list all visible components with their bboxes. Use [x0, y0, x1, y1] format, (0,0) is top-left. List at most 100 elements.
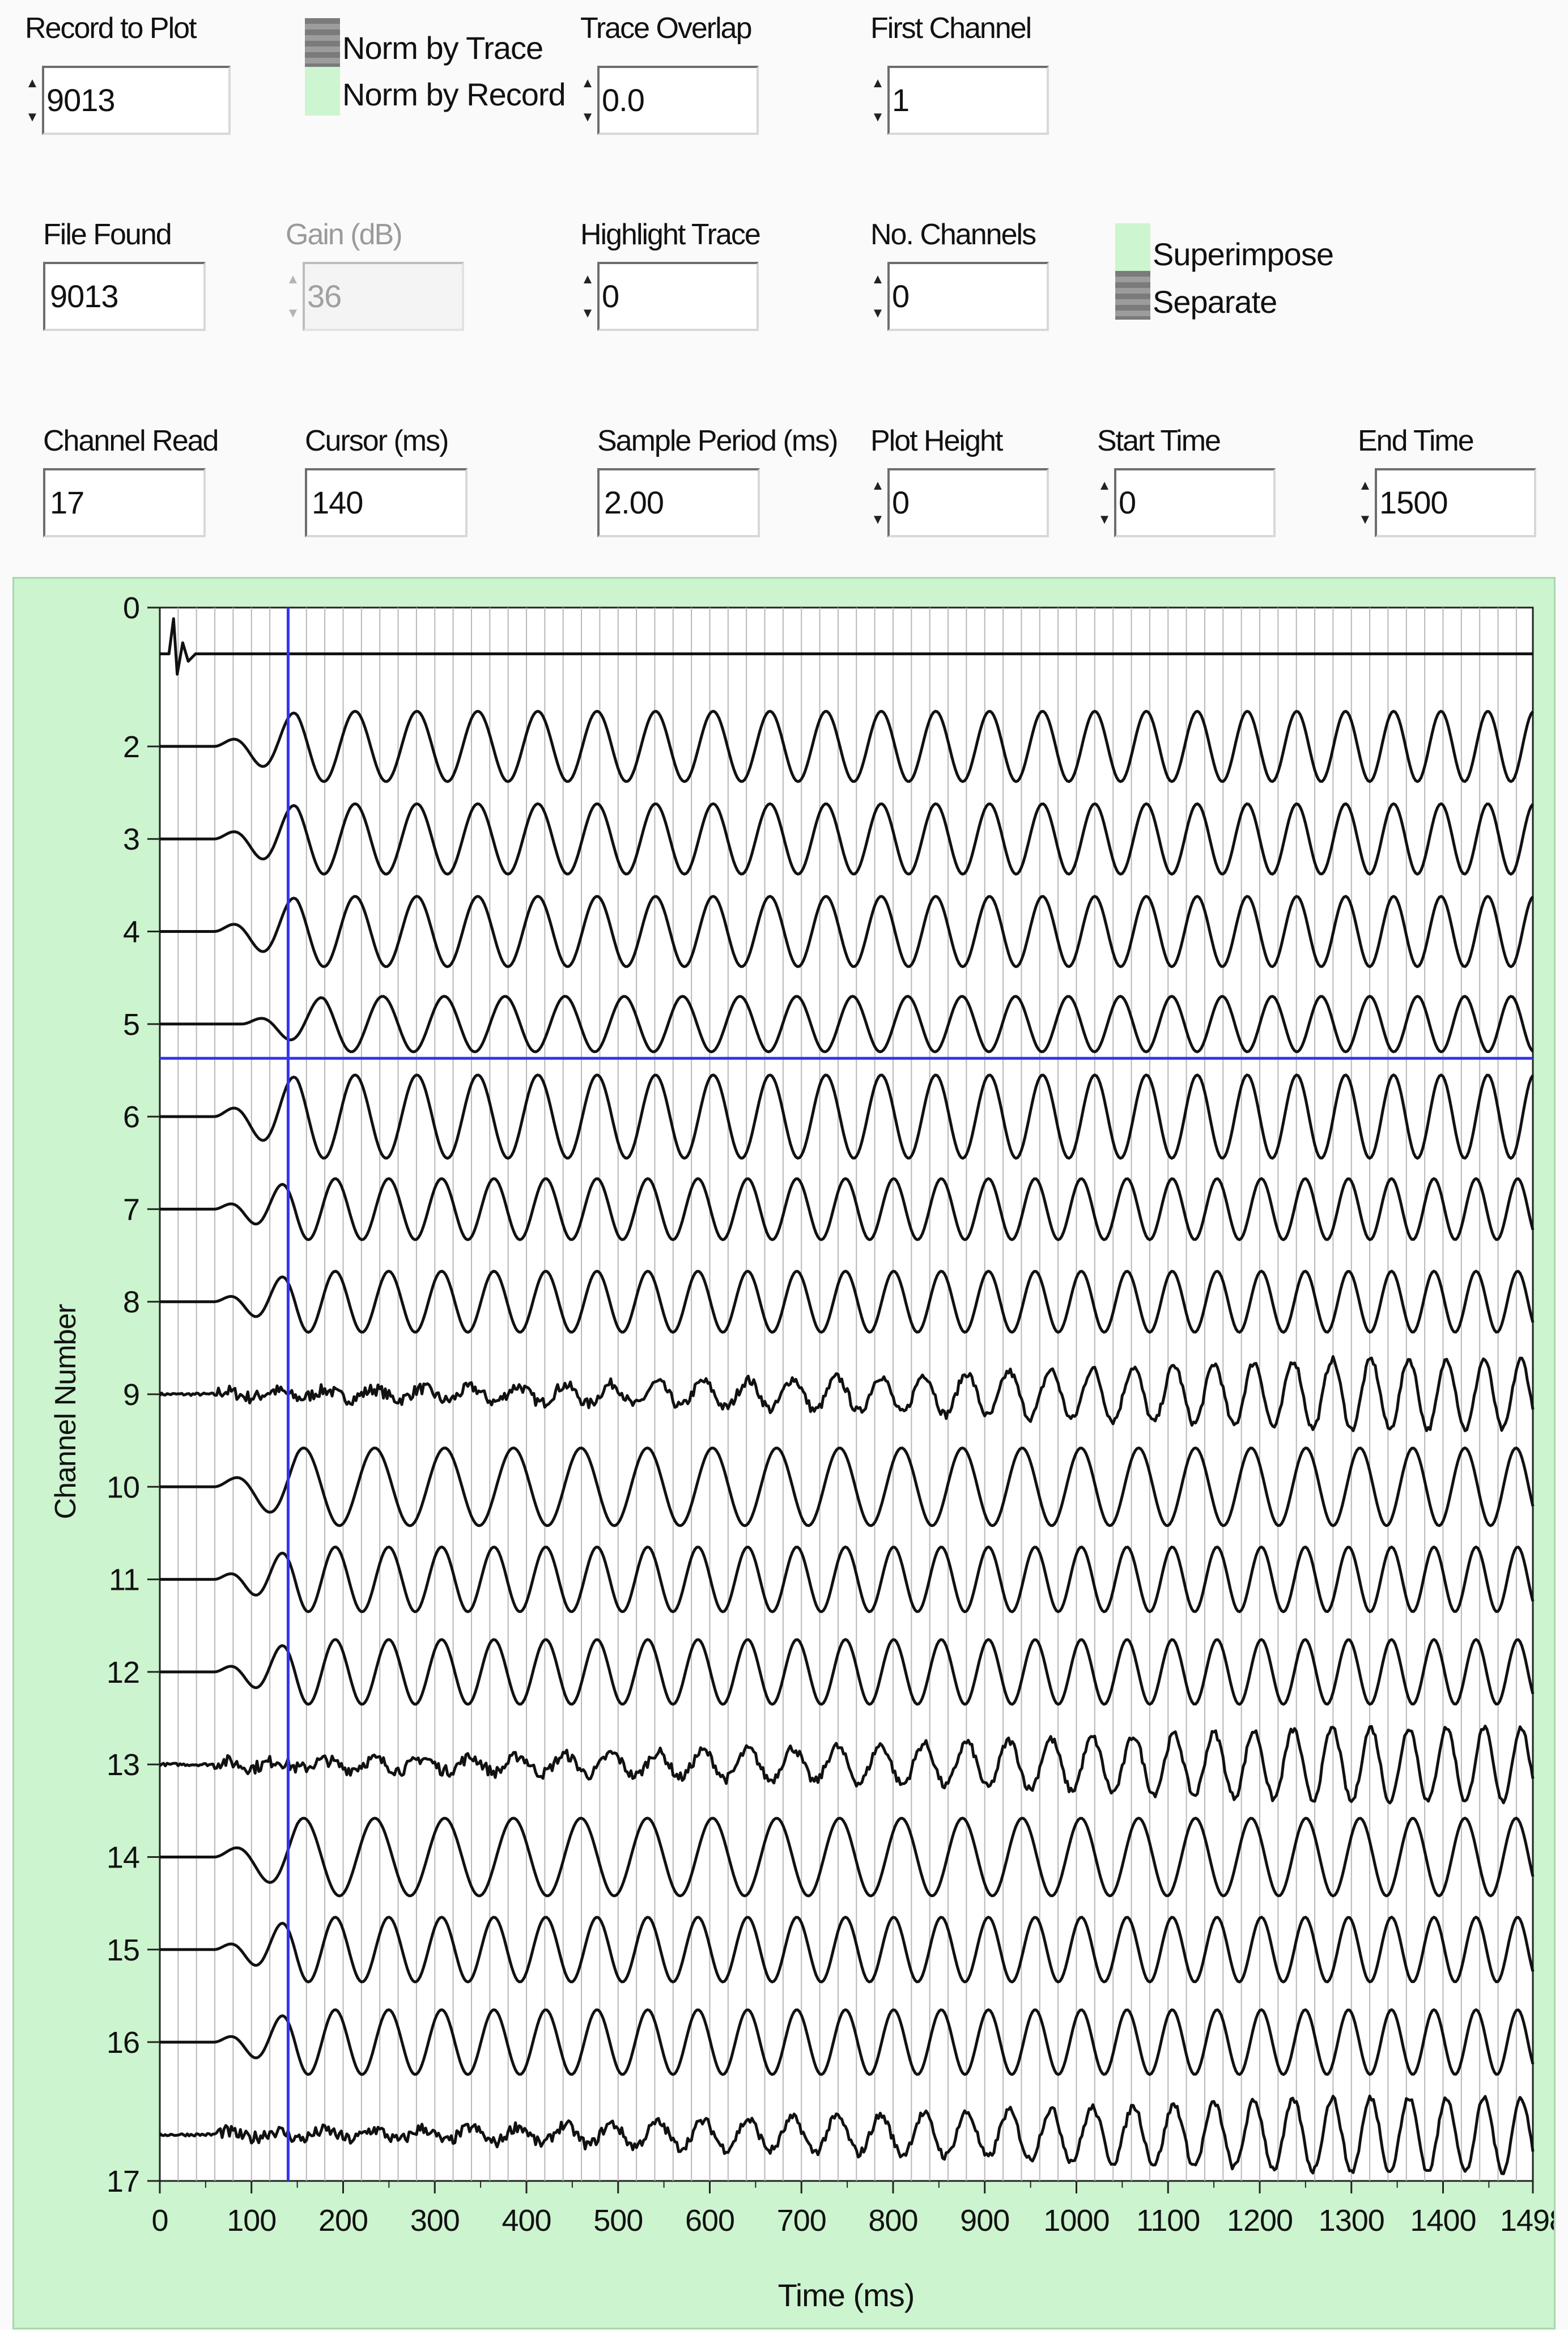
superimpose-option[interactable]: Superimpose — [1153, 236, 1334, 272]
y-tick-label: 16 — [107, 2026, 139, 2060]
increment-arrow-icon[interactable]: ▲ — [26, 75, 39, 91]
decrement-arrow-icon[interactable]: ▼ — [26, 109, 39, 125]
file-found-control: File Found 9013 — [43, 218, 224, 331]
y-tick-label: 2 — [123, 730, 139, 764]
decrement-arrow-icon[interactable]: ▼ — [871, 305, 885, 321]
plot-height-input[interactable]: 0 — [887, 468, 1049, 537]
cursor-ms-value: 140 — [305, 468, 468, 537]
y-tick-label: 9 — [123, 1378, 139, 1412]
trace-channel-16 — [160, 2008, 1535, 2076]
record-to-plot-control: Record to Plot ▲ ▼ 9013 — [25, 11, 231, 135]
y-tick-label: 11 — [109, 1563, 139, 1597]
gain-db-label: Gain (dB) — [286, 218, 403, 251]
record-to-plot-input[interactable]: 9013 — [42, 66, 231, 135]
decrement-arrow-icon[interactable]: ▼ — [871, 109, 885, 125]
increment-arrow-icon[interactable]: ▲ — [871, 75, 885, 91]
gain-db-spinner: ▲ ▼ — [286, 262, 300, 331]
y-tick-label: 17 — [107, 2165, 139, 2199]
norm-mode-toggle[interactable]: Norm by Trace Norm by Record — [305, 17, 566, 125]
trace-channel-2 — [160, 710, 1534, 783]
no-channels-input[interactable]: 0 — [887, 262, 1049, 331]
y-tick-label: 6 — [123, 1100, 139, 1134]
y-tick-label: 0 — [123, 591, 139, 625]
trace-channel-5 — [160, 995, 1534, 1054]
axes: 0 100 200 300 400 500 600 700 800 900 1000 1100 1200… — [107, 591, 1554, 2238]
first-channel-spinner[interactable]: ▲ ▼ — [870, 66, 885, 135]
no-channels-label: No. Channels — [870, 218, 1036, 251]
trace-overlap-input[interactable]: 0.0 — [597, 66, 759, 135]
first-channel-control: First Channel ▲ ▼ 1 — [870, 11, 1057, 135]
y-axis-title: Channel Number — [49, 1304, 82, 1520]
y-tick-label: 10 — [107, 1470, 139, 1504]
norm-by-record-switch-icon[interactable] — [305, 67, 340, 116]
file-found-label: File Found — [43, 218, 172, 251]
decrement-arrow-icon[interactable]: ▼ — [1358, 512, 1372, 527]
norm-by-record-option[interactable]: Norm by Record — [342, 77, 566, 112]
end-time-input[interactable]: 1500 — [1375, 468, 1536, 537]
separate-option[interactable]: Separate — [1153, 284, 1277, 320]
highlight-trace-input[interactable]: 0 — [597, 262, 759, 331]
y-tick-label: 14 — [107, 1840, 139, 1874]
start-time-label: Start Time — [1097, 425, 1221, 457]
trace-channel-6 — [160, 1073, 1535, 1160]
trace-channel-12 — [160, 1638, 1535, 1706]
trace-lines — [158, 617, 1535, 2175]
decrement-arrow-icon[interactable]: ▼ — [1098, 512, 1111, 527]
file-found-value: 9013 — [43, 262, 206, 331]
start-time-spinner[interactable]: ▲ ▼ — [1097, 468, 1112, 537]
y-tick-label: 7 — [123, 1192, 139, 1226]
superimpose-switch-icon[interactable] — [1115, 223, 1150, 272]
increment-arrow-icon[interactable]: ▲ — [871, 478, 885, 493]
display-mode-toggle[interactable]: Superimpose Separate — [1115, 221, 1353, 329]
separate-switch-icon[interactable] — [1115, 271, 1150, 320]
start-time-input[interactable]: 0 — [1114, 468, 1276, 537]
plot-height-label: Plot Height — [870, 425, 1003, 457]
x-tick-label: 1100 — [1136, 2204, 1200, 2238]
sample-period-value: 2.00 — [597, 468, 760, 537]
increment-arrow-icon[interactable]: ▲ — [1358, 478, 1372, 493]
trace-channel-14 — [160, 1817, 1535, 1898]
trace-channel-7 — [160, 1177, 1535, 1241]
trace-channel-10 — [160, 1446, 1535, 1527]
norm-by-trace-switch-icon[interactable] — [305, 18, 340, 67]
decrement-arrow-icon[interactable]: ▼ — [581, 305, 594, 321]
y-tick-label: 12 — [107, 1656, 139, 1690]
highlight-trace-spinner[interactable]: ▲ ▼ — [580, 262, 595, 331]
x-tick-label: 1300 — [1319, 2204, 1384, 2238]
x-tick-label: 400 — [502, 2204, 551, 2238]
x-tick-label: 200 — [318, 2204, 368, 2238]
trace-channel-15 — [160, 1916, 1535, 1984]
first-channel-label: First Channel — [870, 12, 1032, 45]
seismic-plot-panel: 0 100 200 300 400 500 600 700 800 900 1000 1100 1200… — [12, 577, 1556, 2329]
x-tick-label: 1000 — [1043, 2204, 1109, 2238]
trace-channel-13 — [159, 1724, 1535, 1805]
norm-by-trace-option[interactable]: Norm by Trace — [342, 30, 543, 66]
increment-arrow-icon[interactable]: ▲ — [581, 75, 594, 91]
end-time-spinner[interactable]: ▲ ▼ — [1358, 468, 1372, 537]
end-time-label: End Time — [1358, 425, 1474, 457]
x-tick-label: 100 — [227, 2204, 276, 2238]
record-to-plot-spinner[interactable]: ▲ ▼ — [25, 66, 40, 135]
seismic-trace-chart[interactable]: 0 100 200 300 400 500 600 700 800 900 1000 1100 1200… — [14, 579, 1554, 2328]
increment-arrow-icon[interactable]: ▲ — [581, 271, 594, 287]
gain-db-input: 36 — [303, 262, 464, 331]
plot-height-control: Plot Height ▲ ▼ 0 — [870, 424, 1057, 537]
trace-channel-8 — [160, 1270, 1535, 1334]
channel-read-value: 17 — [43, 468, 206, 537]
cursor-ms-control: Cursor (ms) 140 — [305, 424, 486, 537]
y-tick-label: 13 — [107, 1748, 139, 1782]
plot-height-spinner[interactable]: ▲ ▼ — [870, 468, 885, 537]
decrement-arrow-icon[interactable]: ▼ — [871, 512, 885, 527]
trace-overlap-spinner[interactable]: ▲ ▼ — [580, 66, 595, 135]
increment-arrow-icon[interactable]: ▲ — [871, 271, 885, 287]
increment-arrow-icon: ▲ — [286, 271, 300, 287]
no-channels-spinner[interactable]: ▲ ▼ — [870, 262, 885, 331]
decrement-arrow-icon[interactable]: ▼ — [581, 109, 594, 125]
first-channel-input[interactable]: 1 — [887, 66, 1049, 135]
x-tick-label: 800 — [868, 2204, 917, 2238]
increment-arrow-icon[interactable]: ▲ — [1098, 478, 1111, 493]
x-tick-label: 700 — [777, 2204, 826, 2238]
x-tick-label: 0 — [151, 2204, 168, 2238]
x-tick-label: 500 — [593, 2204, 643, 2238]
sample-period-control: Sample Period (ms) 2.00 — [597, 424, 864, 537]
